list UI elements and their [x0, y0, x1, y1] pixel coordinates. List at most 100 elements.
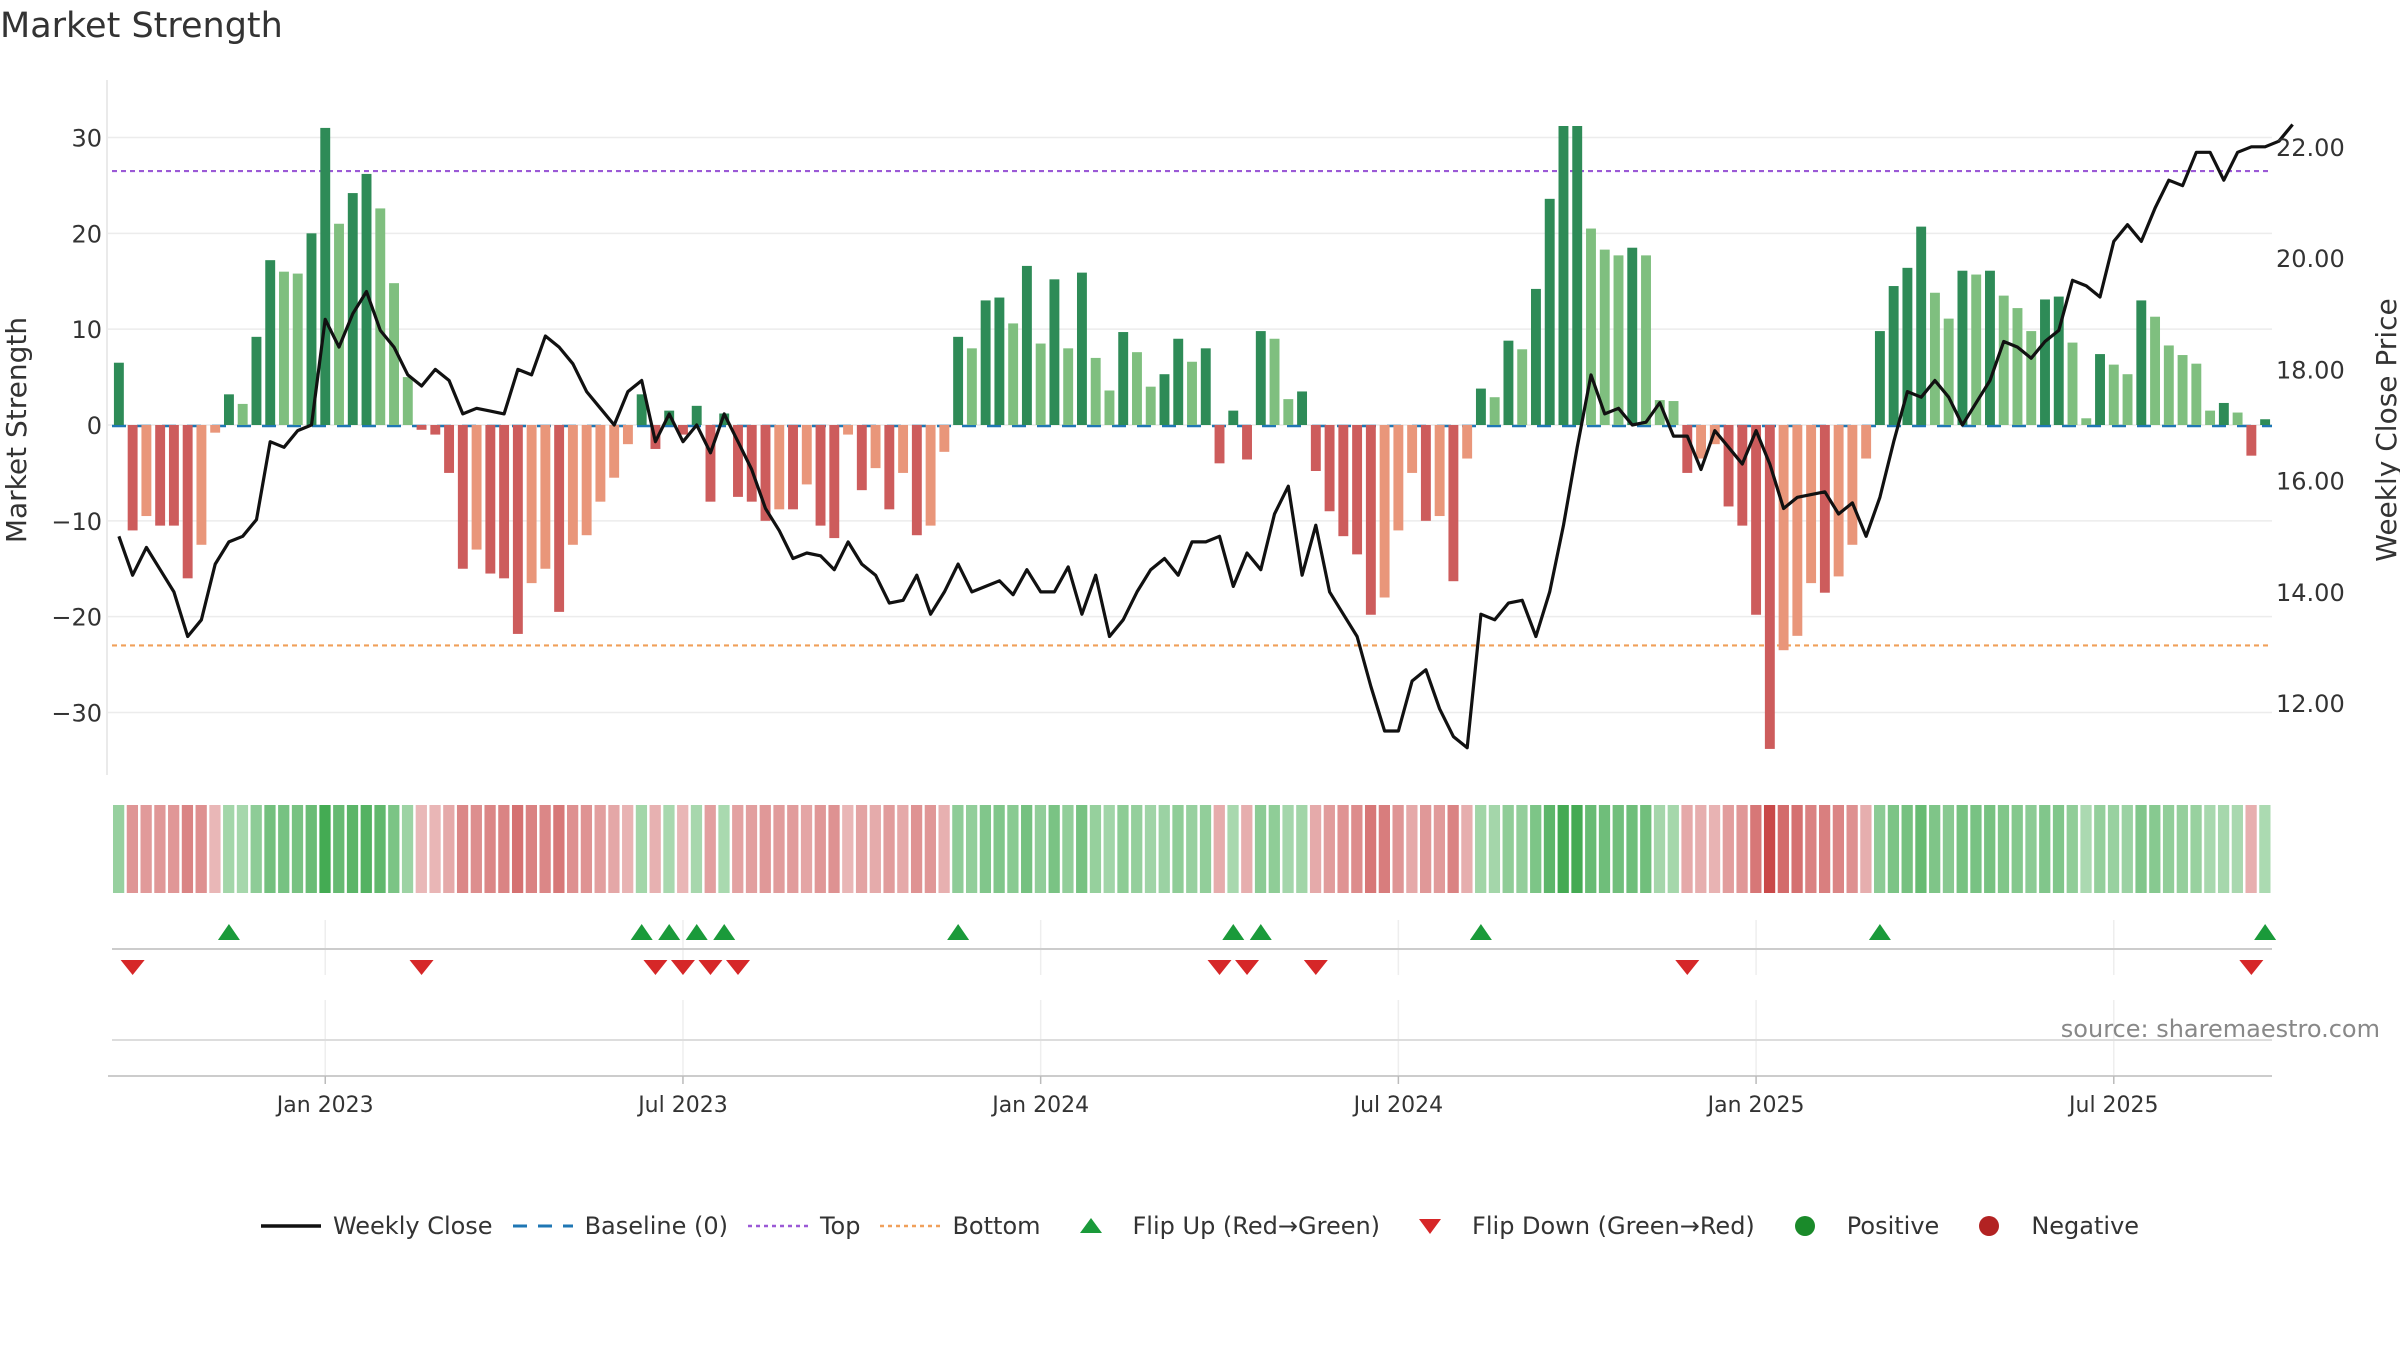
heat-cell	[1131, 805, 1143, 893]
heat-cell	[1502, 805, 1514, 893]
heat-cell	[1557, 805, 1569, 893]
heat-cell	[498, 805, 510, 893]
strength-bar	[911, 425, 922, 536]
strength-bar	[2108, 364, 2119, 425]
strength-bar	[898, 425, 909, 473]
heat-cell	[1695, 805, 1707, 893]
strength-bar	[2218, 402, 2229, 425]
strength-bar	[1847, 425, 1858, 545]
strength-bar	[1613, 255, 1624, 425]
strength-bar	[1283, 399, 1294, 425]
strength-bar	[843, 425, 854, 435]
heat-cell	[291, 805, 304, 893]
strength-bar	[1723, 425, 1734, 507]
heat-cell	[1846, 805, 1858, 893]
strength-bar	[237, 403, 248, 425]
y2-tick-label: 20.00	[2276, 245, 2345, 273]
heat-cell	[1213, 805, 1225, 893]
strength-bar	[320, 127, 331, 426]
strength-bar	[1434, 425, 1445, 517]
strength-bar	[994, 297, 1005, 425]
heat-cell	[209, 805, 221, 893]
legend-label: Weekly Close	[332, 1212, 493, 1240]
heat-cell	[525, 805, 537, 893]
heat-cell	[1282, 805, 1294, 893]
strength-bar	[2246, 425, 2257, 456]
heat-cell	[1736, 805, 1748, 893]
strength-bar	[375, 208, 386, 425]
heat-cell	[567, 805, 579, 893]
x-axis: Jan 2023 Jul 2023 Jan 2024 Jul 2024 Jan 2025…	[108, 1075, 2272, 1118]
strength-bar	[829, 425, 840, 539]
heat-cell	[677, 805, 689, 893]
heat-cell	[897, 805, 909, 893]
heat-cell	[2204, 805, 2216, 893]
strength-bar	[609, 425, 620, 478]
heat-cell	[993, 805, 1005, 893]
flip-down-marker	[409, 960, 434, 975]
heat-cell	[635, 805, 648, 893]
heat-cell	[1447, 805, 1459, 893]
flip-down-marker	[1207, 960, 1232, 975]
heat-cell	[1406, 805, 1418, 893]
y-tick-label: −20	[51, 604, 102, 632]
heat-cell	[470, 805, 482, 893]
strength-bar	[1352, 425, 1363, 555]
x-tick-label: Jul 2025	[2067, 1093, 2159, 1118]
heat-cell	[883, 805, 895, 893]
strength-bar	[760, 425, 771, 521]
heat-cell	[1653, 805, 1666, 893]
strength-bar	[1076, 272, 1087, 425]
strength-bar	[1297, 391, 1308, 425]
heat-cell	[346, 805, 359, 893]
heat-cell	[333, 805, 345, 893]
strength-bar	[1943, 318, 1954, 425]
source-note: source: sharemaestro.com	[2060, 1015, 2380, 1043]
heat-cell	[580, 805, 593, 893]
heat-cell	[1158, 805, 1170, 893]
heat-cell	[1543, 805, 1556, 893]
strength-bar	[306, 233, 317, 425]
legend-marker	[1794, 1216, 1815, 1236]
heat-cell	[1378, 805, 1390, 893]
strength-bar	[636, 394, 647, 425]
flip-down-marker	[1235, 960, 1260, 975]
strength-bar	[1985, 270, 1995, 425]
legend-item: Negative	[1959, 1212, 2139, 1240]
legend-label: Bottom	[952, 1212, 1041, 1240]
flip-down-marker	[1675, 960, 1700, 975]
heat-cell	[814, 805, 826, 893]
heat-cell	[1929, 805, 1941, 893]
y2-tick-label: 18.00	[2276, 356, 2345, 384]
heat-cell	[704, 805, 716, 893]
flip-down-marker	[670, 960, 695, 975]
strength-bar	[1338, 425, 1349, 537]
heat-cell	[236, 805, 249, 893]
strength-bar	[1063, 348, 1074, 425]
heat-cell	[1199, 805, 1212, 893]
heat-cell	[663, 805, 675, 893]
heat-cell	[1144, 805, 1157, 893]
strength-bar	[925, 425, 936, 526]
heat-cell	[842, 805, 854, 893]
strength-bar	[265, 260, 276, 425]
legend-item: Weekly Close	[260, 1212, 493, 1240]
legend-label: Negative	[2031, 1212, 2140, 1240]
strength-bar	[1916, 226, 1927, 425]
strength-bar	[1929, 292, 1940, 425]
strength-bar	[1833, 425, 1844, 577]
heat-cell	[690, 805, 703, 893]
heat-cell	[195, 805, 207, 893]
heat-cell	[388, 805, 400, 893]
flip-up-marker	[713, 924, 736, 940]
heat-cell	[1585, 805, 1597, 893]
heat-cell	[910, 805, 923, 893]
strength-bar	[939, 425, 950, 452]
x-tick-label: Jul 2023	[636, 1093, 728, 1118]
strength-bars	[113, 126, 2271, 749]
heat-cell	[1062, 805, 1074, 893]
heat-cell	[250, 805, 262, 893]
strength-bar	[141, 425, 152, 517]
x-tick-label: Jul 2024	[1352, 1093, 1444, 1118]
legend-symbol	[1979, 1216, 2000, 1236]
